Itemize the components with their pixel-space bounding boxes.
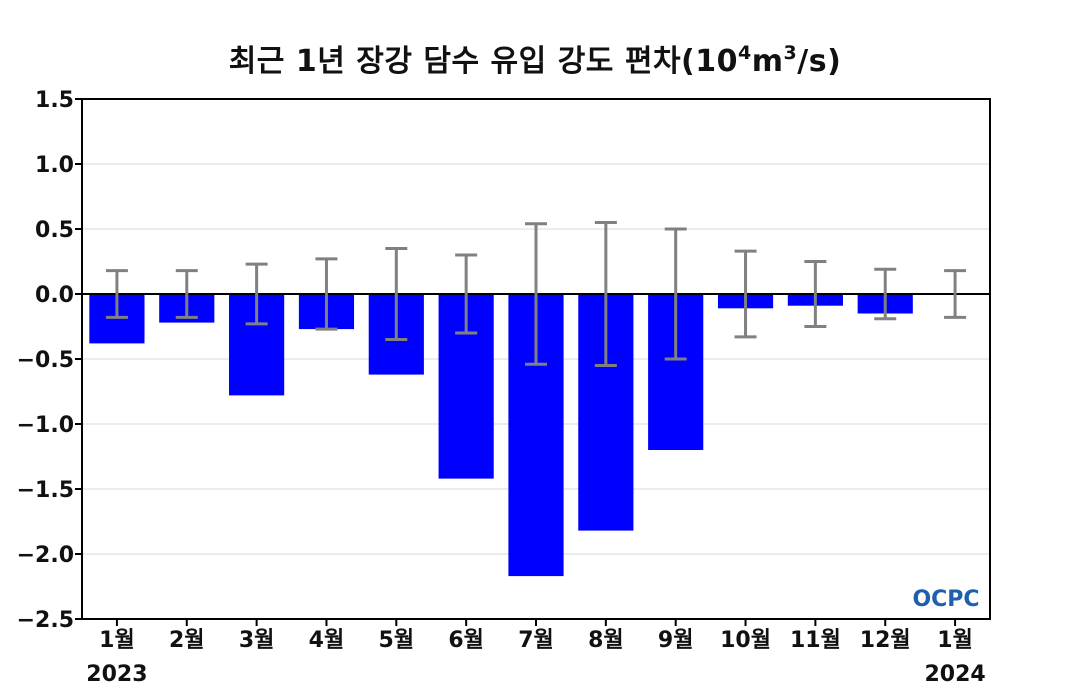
x-tick-label: 6월: [448, 628, 484, 653]
error-bars: [105, 221, 967, 367]
y-tick-label: −2.5: [17, 608, 74, 633]
x-tick-label: 12월: [860, 628, 911, 653]
y-tick-label: −2.0: [17, 543, 74, 568]
x-axis-ticks: 1월 2월 3월 4월 5월 6월 7월 8월 9월 10월 11월 12월 1월 2023 2024: [86, 619, 986, 687]
x-tick-label: 1월: [937, 628, 973, 653]
y-tick-label: −0.5: [17, 348, 74, 373]
logo-text: OCPC: [912, 587, 979, 612]
x-year-label: 2024: [924, 662, 985, 687]
x-tick-label: 5월: [379, 628, 415, 653]
y-tick-label: 0.0: [35, 283, 74, 308]
x-tick-label: 2월: [169, 628, 205, 653]
y-axis-ticks: 1.5 1.0 0.5 0.0 −0.5 −1.0 −1.5 −2.0 −2.5: [17, 88, 82, 633]
x-tick-label: 3월: [239, 628, 275, 653]
y-tick-label: −1.5: [17, 478, 74, 503]
bars: [89, 294, 913, 577]
y-tick-label: −1.0: [17, 413, 74, 438]
x-tick-label: 7월: [518, 628, 554, 653]
x-tick-label: 8월: [588, 628, 624, 653]
x-tick-label: 10월: [720, 628, 771, 653]
x-year-label: 2023: [86, 662, 147, 687]
chart-title: 최근 1년 장강 담수 유입 강도 편차(104m3/s): [228, 42, 842, 79]
x-tick-label: 9월: [658, 628, 694, 653]
x-tick-label: 1월: [99, 628, 135, 653]
y-tick-label: 1.5: [35, 88, 74, 113]
x-tick-label: 4월: [309, 628, 345, 653]
ocpc-logo: OCPC: [912, 587, 979, 612]
y-tick-label: 0.5: [35, 218, 74, 243]
y-tick-label: 1.0: [35, 153, 74, 178]
x-tick-label: 11월: [790, 628, 841, 653]
